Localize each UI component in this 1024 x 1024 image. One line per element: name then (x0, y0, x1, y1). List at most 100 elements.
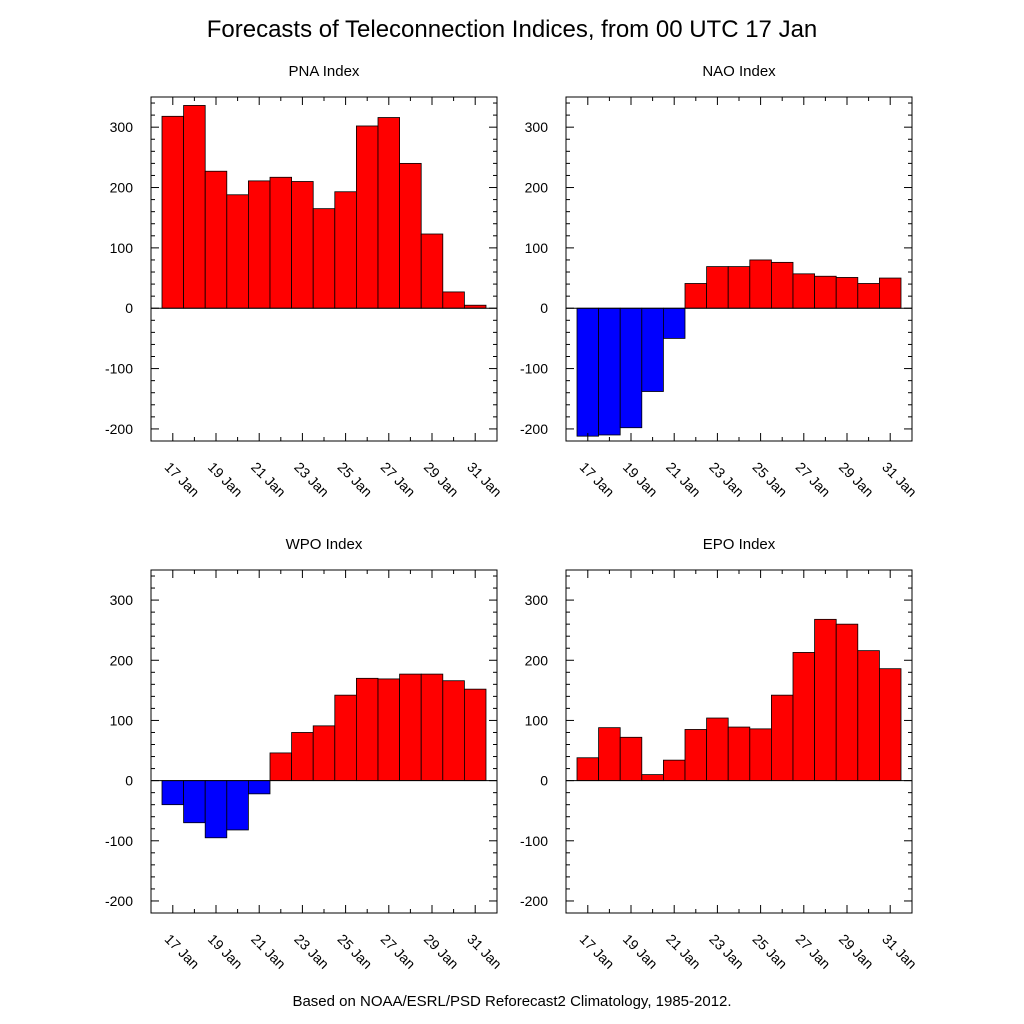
x-tick-label: 27 Jan (793, 931, 834, 972)
bar (247, 180, 271, 309)
y-tick-label: -200 (520, 893, 548, 909)
y-tick-label: 200 (110, 652, 134, 668)
x-tick-label: 29 Jan (421, 931, 462, 972)
y-tick-label: 100 (110, 712, 134, 728)
y-tick-label: 0 (540, 773, 548, 789)
x-tick-label: 23 Jan (291, 459, 332, 500)
x-tick-label: 23 Jan (706, 459, 747, 500)
y-tick-label: 300 (110, 119, 134, 135)
x-tick-label: 21 Jan (663, 931, 704, 972)
y-tick-label: -200 (105, 421, 133, 437)
y-tick-label: 100 (110, 240, 134, 256)
y-tick-label: 0 (125, 300, 133, 316)
bar (399, 162, 422, 309)
bar (727, 726, 751, 782)
y-tick-label: 300 (525, 119, 549, 135)
x-tick-label: 25 Jan (749, 459, 790, 500)
y-tick-label: 200 (525, 652, 549, 668)
bar (442, 680, 465, 782)
x-tick-label: 25 Jan (334, 459, 375, 500)
bar (814, 275, 837, 309)
bar (576, 307, 600, 437)
bar (247, 780, 271, 795)
bar (771, 694, 794, 782)
bar (598, 307, 621, 436)
bar (291, 732, 314, 782)
bar (749, 728, 772, 782)
y-tick-label: 0 (540, 300, 548, 316)
x-tick-label: 31 Jan (464, 931, 505, 972)
bar (619, 736, 643, 782)
bar (204, 780, 228, 839)
bar (835, 277, 859, 309)
x-tick-label: 27 Jan (378, 931, 419, 972)
x-tick-label: 27 Jan (793, 459, 834, 500)
bar (879, 277, 902, 309)
bar (355, 125, 379, 309)
y-tick-label: 200 (110, 180, 134, 196)
figure-title: Forecasts of Teleconnection Indices, fro… (206, 16, 818, 43)
bar (641, 307, 664, 392)
bar (399, 673, 422, 782)
bar (684, 729, 708, 782)
bar (312, 725, 336, 782)
bar (771, 261, 794, 309)
y-tick-label: 200 (525, 180, 549, 196)
bar (183, 105, 206, 309)
x-tick-label: 21 Jan (663, 459, 704, 500)
x-tick-label: 17 Jan (162, 459, 203, 500)
bar (204, 170, 228, 309)
x-tick-label: 29 Jan (421, 459, 462, 500)
x-tick-label: 19 Jan (205, 459, 246, 500)
panel-title: EPO Index (703, 536, 776, 553)
bar (420, 673, 444, 782)
x-tick-label: 27 Jan (378, 459, 419, 500)
bar (334, 694, 357, 782)
bar (835, 623, 859, 782)
bar (355, 677, 379, 782)
bar (161, 115, 185, 309)
bar (598, 727, 621, 782)
bar (334, 191, 357, 309)
x-tick-label: 19 Jan (620, 459, 661, 500)
bar (226, 194, 249, 309)
bar (706, 266, 729, 309)
bar (727, 266, 751, 309)
panel-title: PNA Index (289, 63, 360, 80)
figure-footer: Based on NOAA/ESRL/PSD Reforecast2 Clima… (292, 993, 732, 1010)
x-tick-label: 19 Jan (620, 931, 661, 972)
x-tick-label: 29 Jan (836, 459, 877, 500)
bar (269, 176, 293, 309)
bar (857, 283, 880, 309)
x-tick-label: 23 Jan (706, 931, 747, 972)
bar (377, 117, 401, 309)
bar (312, 208, 336, 309)
y-tick-label: 100 (525, 240, 549, 256)
bar (619, 307, 643, 429)
x-tick-label: 31 Jan (879, 459, 920, 500)
bar (749, 259, 772, 309)
x-tick-label: 25 Jan (749, 931, 790, 972)
bar (576, 757, 600, 782)
bar (684, 283, 708, 309)
x-tick-label: 25 Jan (334, 931, 375, 972)
x-tick-label: 23 Jan (291, 931, 332, 972)
bar (420, 233, 444, 309)
y-tick-label: -100 (520, 833, 548, 849)
bar (291, 181, 314, 309)
bar (226, 780, 249, 831)
bar (663, 307, 686, 339)
bar (706, 717, 729, 782)
bar (879, 668, 902, 782)
y-tick-label: 300 (525, 592, 549, 608)
y-tick-label: 300 (110, 592, 134, 608)
x-tick-label: 21 Jan (248, 459, 289, 500)
panel-title: WPO Index (286, 536, 363, 553)
bar (792, 273, 816, 309)
x-tick-label: 31 Jan (879, 931, 920, 972)
x-tick-label: 21 Jan (248, 931, 289, 972)
